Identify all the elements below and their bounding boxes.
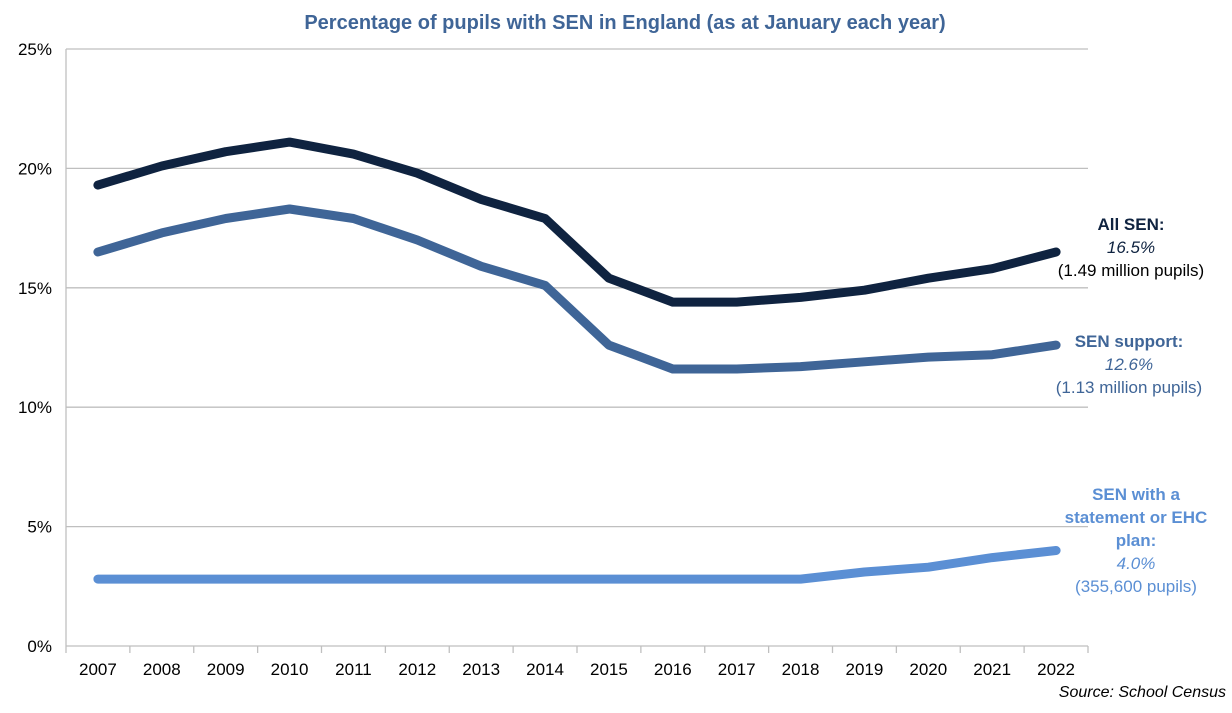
axes: 0% 5% 10% 15% 20% 25% 2007 2008 2009 2010 2011 2012… (18, 40, 1089, 679)
x-tick-label: 2011 (335, 660, 372, 679)
x-tick-label: 2009 (207, 660, 245, 679)
y-tick-label: 25% (18, 40, 52, 59)
series-line-ehc-plan (93, 546, 1061, 584)
annotation-ehc-label-line-2: statement or EHC (1064, 508, 1208, 527)
annotation-sen-support: SEN support: 12.6% (1.13 million pupils) (1026, 330, 1232, 399)
x-tick-label: 2014 (526, 660, 564, 679)
x-tick-label: 2008 (143, 660, 181, 679)
annotation-ehc: SEN with a statement or EHC plan: 4.0% (… (1040, 483, 1232, 598)
series-line-all-sen (93, 137, 1061, 307)
annotation-sen-support-detail: (1.13 million pupils) (1055, 378, 1203, 397)
series-line-sen-support (93, 204, 1061, 374)
x-tick-label: 2013 (462, 660, 500, 679)
annotation-ehc-label-line-1: SEN with a (1092, 485, 1180, 504)
gridlines (66, 48, 1088, 528)
x-tick-label: 2017 (718, 660, 756, 679)
x-tick-label: 2007 (79, 660, 117, 679)
x-tick-label: 2016 (654, 660, 692, 679)
x-tick-label: 2022 (1037, 660, 1075, 679)
y-tick-label: 5% (27, 518, 52, 537)
x-tick-label: 2021 (973, 660, 1011, 679)
y-tick-label: 0% (27, 637, 52, 656)
series-lines (93, 137, 1061, 584)
y-tick-label: 20% (18, 159, 52, 178)
y-tick-label: 15% (18, 279, 52, 298)
annotation-sen-support-label: SEN support: (1074, 332, 1184, 351)
y-tick-label: 10% (18, 398, 52, 417)
x-tick-label: 2015 (590, 660, 628, 679)
annotation-all-sen-label: All SEN: (1097, 215, 1165, 234)
annotation-all-sen: All SEN: 16.5% (1.49 million pupils) (1030, 213, 1232, 282)
x-tick-label: 2018 (782, 660, 820, 679)
x-tick-label: 2020 (909, 660, 947, 679)
x-tick-label: 2019 (846, 660, 884, 679)
annotation-all-sen-value: 16.5% (1106, 238, 1156, 257)
annotation-ehc-value: 4.0% (1116, 554, 1156, 573)
x-tick-label: 2012 (398, 660, 436, 679)
chart-title: Percentage of pupils with SEN in England… (304, 12, 945, 34)
x-tick-label: 2010 (271, 660, 309, 679)
annotation-sen-support-value: 12.6% (1104, 355, 1154, 374)
annotation-ehc-detail: (355,600 pupils) (1075, 577, 1197, 596)
source-note: Source: School Census (1058, 684, 1226, 701)
annotation-ehc-label-line-3: plan: (1115, 531, 1157, 550)
annotation-all-sen-detail: (1.49 million pupils) (1057, 261, 1205, 280)
